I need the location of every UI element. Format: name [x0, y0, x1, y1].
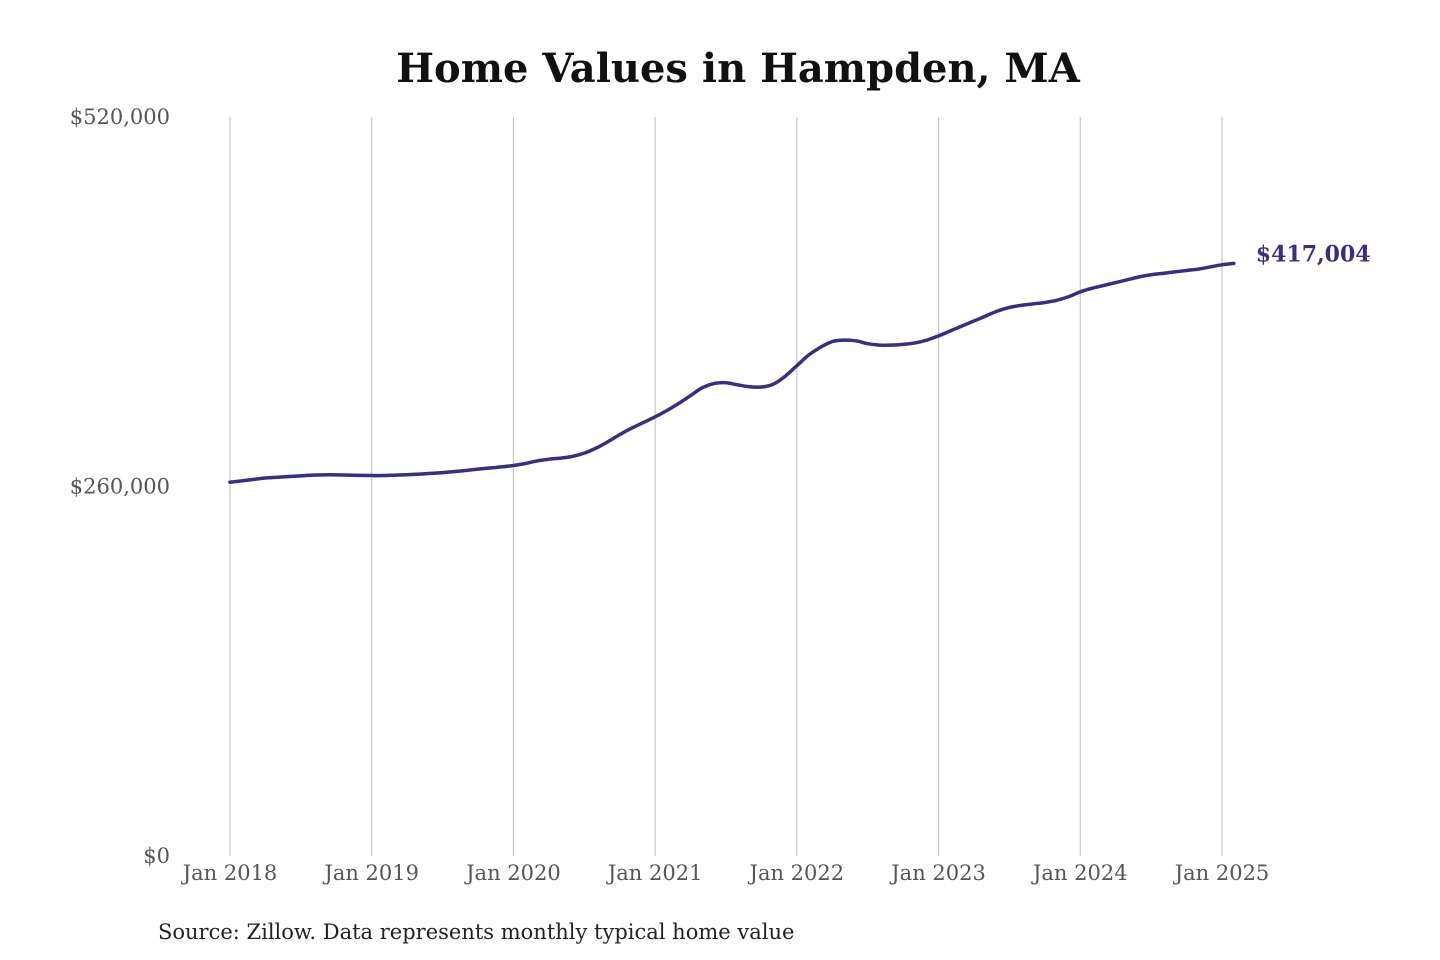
x-tick-label: Jan 2023: [889, 861, 986, 885]
x-tick-label: Jan 2025: [1173, 861, 1270, 885]
x-tick-label: Jan 2024: [1031, 861, 1128, 885]
grid-lines: [229, 117, 1223, 856]
y-tick-label: $0: [143, 844, 170, 868]
chart-title: Home Values in Hampden, MA: [396, 45, 1080, 92]
x-tick-label: Jan 2019: [322, 861, 419, 885]
x-tick-label: Jan 2020: [464, 861, 561, 885]
x-tick-label: Jan 2021: [606, 861, 703, 885]
y-tick-label: $520,000: [70, 105, 170, 129]
y-tick-label: $260,000: [70, 475, 170, 499]
source-note: Source: Zillow. Data represents monthly …: [158, 920, 794, 944]
x-tick-label: Jan 2018: [181, 861, 278, 885]
y-axis-tick-labels: $0 $260,000 $520,000: [70, 105, 170, 868]
x-tick-label: Jan 2022: [748, 861, 845, 885]
x-axis-tick-labels: Jan 2018 Jan 2019 Jan 2020 Jan 2021 Jan 2022…: [181, 861, 1270, 885]
latest-value-label: $417,004: [1256, 241, 1371, 267]
home-value-line: [228, 261, 1236, 484]
